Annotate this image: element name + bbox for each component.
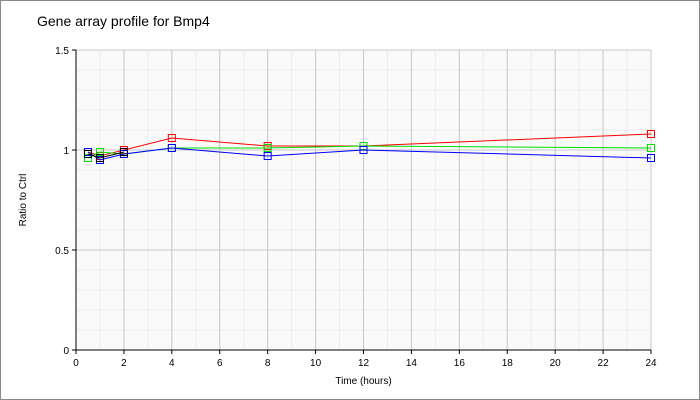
data-point-0 <box>167 134 176 142</box>
x-tick-label: 18 <box>502 358 514 369</box>
data-point-1 <box>95 148 104 156</box>
chart-title: Gene array profile for Bmp4 <box>37 13 210 29</box>
data-point-0 <box>647 130 655 138</box>
y-tick-label: 1 <box>63 146 69 157</box>
x-tick-label: 6 <box>217 358 223 369</box>
x-axis-label: Time (hours) <box>335 376 391 387</box>
data-point-2 <box>359 146 368 154</box>
series-line-2 <box>87 147 652 161</box>
data-point-2 <box>647 154 655 162</box>
y-tick-label: 0.5 <box>55 246 69 257</box>
x-tick-label: 10 <box>310 358 322 369</box>
x-tick-label: 20 <box>550 358 562 369</box>
data-point-2 <box>263 152 272 160</box>
x-tick-label: 0 <box>73 358 79 369</box>
x-tick-label: 24 <box>645 358 657 369</box>
data-point-3 <box>119 148 128 156</box>
y-tick-label: 1.5 <box>55 46 69 57</box>
data-point-3 <box>83 150 92 158</box>
data-point-3 <box>95 154 104 162</box>
x-tick-label: 12 <box>358 358 370 369</box>
x-tick-label: 14 <box>406 358 418 369</box>
x-tick-label: 16 <box>454 358 466 369</box>
x-tick-label: 8 <box>265 358 271 369</box>
x-tick-label: 4 <box>169 358 175 369</box>
y-tick-label: 0 <box>63 346 69 357</box>
data-point-1 <box>263 144 272 152</box>
data-point-1 <box>647 144 655 152</box>
x-tick-label: 22 <box>598 358 610 369</box>
data-point-2 <box>167 144 176 152</box>
x-tick-label: 2 <box>121 358 127 369</box>
y-axis-label: Ratio to Ctrl <box>18 174 29 227</box>
